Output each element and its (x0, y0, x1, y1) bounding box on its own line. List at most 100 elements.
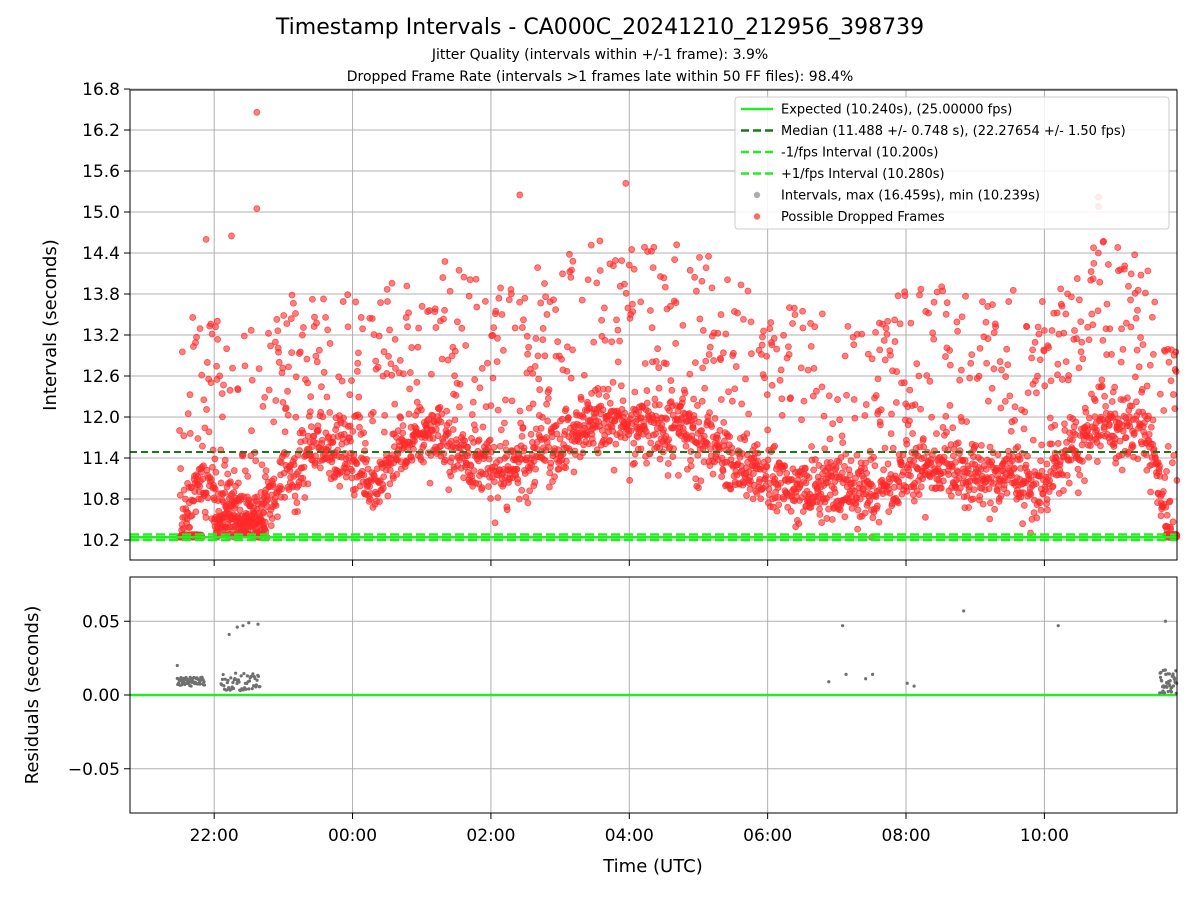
dropped-frame-point (595, 390, 603, 398)
dropped-frame-point (344, 291, 352, 299)
dropped-frame-point (798, 416, 805, 424)
dropped-frame-point (1011, 403, 1019, 411)
dropped-frame-point (448, 454, 456, 462)
dropped-frame-point (1099, 336, 1107, 344)
dropped-frame-point (1143, 466, 1151, 474)
x-tick-label: 00:00 (328, 826, 377, 846)
bottom-y-tick-label: −0.05 (68, 760, 120, 780)
dropped-frame-point (429, 435, 437, 442)
dropped-frame-point (988, 384, 996, 392)
dropped-frame-point (862, 459, 869, 467)
dropped-frame-point (1124, 394, 1131, 402)
dropped-frame-point (649, 264, 657, 272)
dropped-frame-point (747, 350, 755, 358)
residual-point (241, 624, 245, 628)
dropped-frame-point (376, 498, 383, 505)
dropped-frame-point (431, 305, 439, 313)
dropped-frame-point (887, 430, 895, 437)
dropped-frame-point (1106, 421, 1113, 428)
dropped-frame-point (216, 372, 224, 380)
dropped-frame-point (1004, 361, 1012, 369)
dropped-frame-point (1131, 251, 1139, 259)
dropped-frame-point (453, 318, 461, 326)
dropped-frame-point (1065, 479, 1073, 487)
dropped-frame-point (669, 453, 677, 460)
dropped-frame-point (765, 485, 773, 493)
dropped-frame-point (962, 292, 969, 300)
dropped-frame-point (403, 282, 411, 290)
residual-point (234, 671, 238, 675)
dropped-frame-point (1106, 325, 1114, 333)
dropped-frame-point (917, 285, 925, 293)
dropped-frame-point (348, 377, 355, 385)
dropped-frame-point (525, 343, 533, 351)
dropped-frame-point (942, 353, 949, 360)
dropped-frame-point (884, 317, 892, 325)
dropped-frame-point (661, 283, 669, 291)
dropped-frame-point (312, 352, 320, 360)
residual-point (221, 672, 225, 677)
dropped-frame-point (976, 344, 984, 352)
dropped-frame-point (731, 385, 739, 393)
dropped-frame-point (945, 471, 952, 478)
dropped-frame-point (820, 412, 828, 420)
dropped-frame-point (988, 473, 995, 481)
dropped-frame-point (621, 280, 628, 288)
dropped-frame-point (440, 315, 447, 323)
dropped-frame-point (655, 364, 663, 372)
dropped-frame-point (313, 358, 321, 366)
dropped-frame-point (810, 364, 818, 372)
dropped-frame-point (1145, 412, 1152, 420)
dropped-frame-point (1147, 423, 1155, 431)
dropped-frame-point (1044, 506, 1051, 514)
dropped-frame-point (288, 291, 296, 299)
dropped-frame-point (590, 338, 598, 346)
dropped-frame-point (1164, 442, 1172, 450)
dropped-frame-point (1087, 442, 1094, 449)
dropped-frame-point (996, 358, 1004, 365)
dropped-frame-point (192, 508, 200, 516)
dropped-frame-point (275, 348, 282, 356)
dropped-frame-point (883, 330, 891, 338)
dropped-frame-point (508, 397, 516, 405)
dropped-frame-point (850, 396, 858, 403)
dropped-frame-point (1024, 389, 1032, 397)
dropped-frame-point (441, 258, 449, 265)
dropped-frame-point (386, 480, 394, 488)
dropped-frame-point (874, 375, 882, 383)
dropped-frame-point (1057, 285, 1065, 293)
dropped-frame-point (565, 414, 572, 421)
dropped-frame-point (1139, 341, 1147, 349)
dropped-frame-point (290, 461, 298, 468)
dropped-frame-point (388, 279, 396, 287)
dropped-frame-point (272, 338, 279, 346)
dropped-frame-point (1111, 410, 1119, 418)
bottom-y-axis-label: Residuals (seconds) (22, 606, 43, 785)
dropped-frame-point (1033, 514, 1041, 522)
dropped-frame-point (737, 281, 745, 289)
dropped-frame-point (489, 374, 497, 382)
dropped-frame-point (1142, 289, 1149, 297)
residual-point (1158, 691, 1162, 695)
dropped-frame-point (523, 332, 531, 340)
residual-point (251, 672, 255, 676)
dropped-frame-point (490, 324, 498, 331)
dropped-frame-point (1075, 296, 1083, 304)
dropped-frame-point (1103, 300, 1111, 308)
dropped-frame-point (404, 323, 411, 331)
dropped-frame-point (838, 469, 846, 477)
dropped-frame-point (505, 296, 513, 304)
dropped-frame-point (1134, 455, 1142, 463)
dropped-frame-point (380, 428, 388, 436)
dropped-frame-point (877, 421, 884, 429)
dropped-frame-point (1051, 421, 1059, 429)
dropped-frame-point (724, 276, 731, 284)
dropped-frame-point (1121, 262, 1129, 270)
dropped-frame-point (614, 358, 622, 366)
dropped-frame-point (292, 373, 300, 381)
dropped-frame-point (887, 351, 894, 359)
top-reference-lines (130, 450, 1177, 542)
dropped-frame-point (785, 351, 793, 358)
dropped-frame-point (213, 362, 220, 370)
dropped-frame-point (1037, 506, 1045, 514)
